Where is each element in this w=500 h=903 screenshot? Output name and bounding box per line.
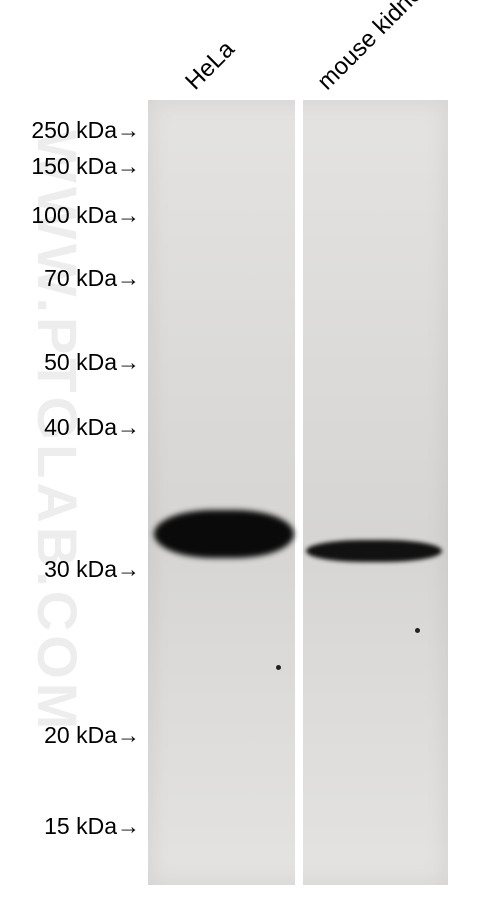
mw-value: 70 kDa [44,265,117,291]
arrow-icon: → [117,202,140,229]
mw-marker-label: 50 kDa→ [44,349,140,376]
arrow-icon: → [117,349,140,376]
mw-marker-label: 100 kDa→ [31,202,140,229]
mw-marker-label: 150 kDa→ [31,153,140,180]
protein-band [154,510,294,558]
mw-value: 40 kDa [44,414,117,440]
arrow-icon: → [117,414,140,441]
arrow-icon: → [117,265,140,292]
arrow-icon: → [117,117,140,144]
blot-membrane [148,100,448,885]
arrow-icon: → [117,813,140,840]
mw-marker-label: 250 kDa→ [31,117,140,144]
lane-divider [295,100,303,885]
western-blot-figure: WWW.PTGLAB.COM HeLamouse kidney 250 kDa→… [0,0,500,903]
arrow-icon: → [117,556,140,583]
artifact-speck [276,665,281,670]
mw-marker-label: 20 kDa→ [44,722,140,749]
mw-marker-label: 15 kDa→ [44,813,140,840]
lane-label-lane-mouse-kidney: mouse kidney [312,0,437,96]
artifact-speck [415,628,420,633]
arrow-icon: → [117,722,140,749]
mw-value: 150 kDa [31,153,117,179]
mw-value: 250 kDa [31,117,117,143]
arrow-icon: → [117,153,140,180]
mw-marker-label: 30 kDa→ [44,556,140,583]
mw-value: 100 kDa [31,202,117,228]
mw-value: 20 kDa [44,722,117,748]
mw-value: 50 kDa [44,349,117,375]
mw-value: 30 kDa [44,556,117,582]
mw-value: 15 kDa [44,813,117,839]
protein-band [306,540,442,562]
lane-label-lane-hela: HeLa [180,36,240,96]
mw-marker-label: 70 kDa→ [44,265,140,292]
mw-marker-label: 40 kDa→ [44,414,140,441]
